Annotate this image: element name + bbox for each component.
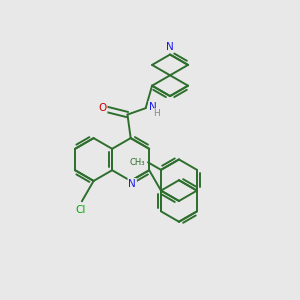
Text: H: H (154, 109, 160, 118)
Text: N: N (149, 102, 157, 112)
Text: N: N (128, 179, 136, 189)
Text: O: O (98, 103, 106, 113)
Text: N: N (166, 42, 174, 52)
Text: Cl: Cl (75, 205, 85, 215)
Text: CH₃: CH₃ (130, 158, 145, 167)
